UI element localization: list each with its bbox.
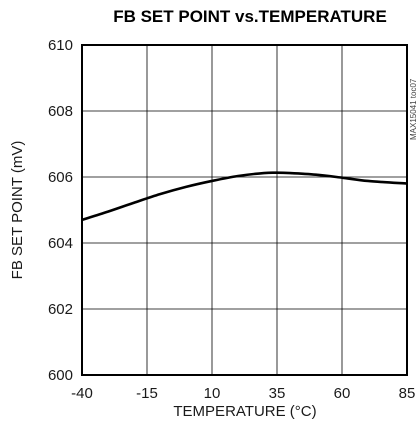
y-tick-label: 608 [48, 103, 73, 120]
chart-title: FB SET POINT vs.TEMPERATURE [113, 7, 387, 26]
fb-set-point-line [81, 171, 408, 222]
grid-lines [82, 45, 407, 375]
side-code: MAX15041 toc07 [409, 78, 418, 140]
y-tick-label: 600 [48, 367, 73, 384]
x-tick-label: 35 [269, 385, 286, 402]
y-tick-label: 604 [48, 235, 73, 252]
x-tick-label: -40 [71, 385, 93, 402]
y-tick-labels: 600 602 604 606 608 610 [48, 37, 73, 384]
x-tick-label: 85 [399, 385, 416, 402]
y-tick-label: 606 [48, 169, 73, 186]
y-tick-label: 610 [48, 37, 73, 54]
plot-frame [81, 44, 408, 376]
y-axis-label: FB SET POINT (mV) [9, 141, 26, 280]
x-tick-label: 60 [334, 385, 351, 402]
y-tick-label: 602 [48, 301, 73, 318]
x-tick-label: 10 [204, 385, 221, 402]
x-axis-label: TEMPERATURE (°C) [173, 403, 316, 420]
series-group [81, 171, 408, 222]
x-tick-labels: -40 -15 10 35 60 85 [71, 385, 415, 402]
x-tick-label: -15 [136, 385, 158, 402]
